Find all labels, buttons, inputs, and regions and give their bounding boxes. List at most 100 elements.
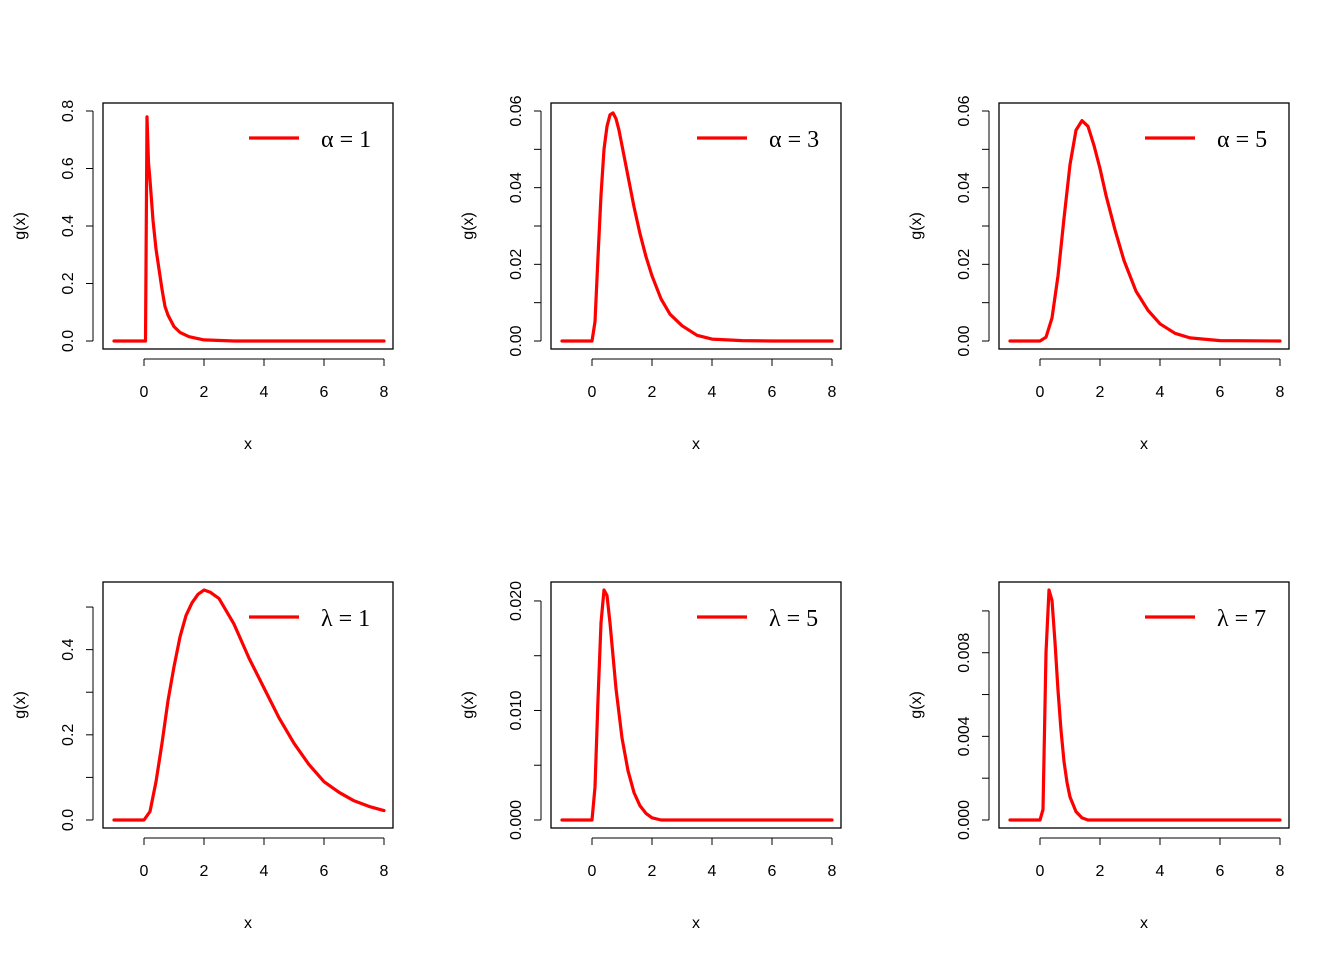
x-tick-label: 6 <box>320 384 329 401</box>
x-tick-label: 2 <box>200 384 209 401</box>
y-tick-label: 0.02 <box>956 249 973 280</box>
x-axis-title: x <box>244 915 252 932</box>
y-tick-label: 0.0 <box>60 809 77 831</box>
x-tick-label: 0 <box>588 384 597 401</box>
y-axis: 0.000 0.010 0.020 <box>508 581 542 840</box>
y-tick-label: 0.008 <box>956 633 973 673</box>
y-axis-title: g(x) <box>460 212 477 240</box>
y-tick-label: 0.0 <box>60 330 77 352</box>
x-axis: 0 2 4 6 8 <box>1036 837 1285 880</box>
y-axis-title: g(x) <box>12 691 29 719</box>
x-tick-label: 6 <box>1216 384 1225 401</box>
series-line <box>112 115 386 343</box>
y-axis: 0.000 0.004 0.008 <box>956 610 990 840</box>
y-tick-label: 0.00 <box>956 325 973 356</box>
x-tick-label: 2 <box>648 384 657 401</box>
plot-frame <box>550 581 842 829</box>
y-tick-label: 0.4 <box>60 215 77 237</box>
y-tick-label: 0.00 <box>508 325 525 356</box>
legend: α = 1 <box>249 127 371 153</box>
x-tick-label: 4 <box>260 863 269 880</box>
series-line <box>560 588 834 822</box>
x-axis: 0 2 4 6 8 <box>1036 358 1285 401</box>
x-tick-label: 8 <box>380 384 389 401</box>
x-axis-title: x <box>692 915 700 932</box>
series-line <box>112 588 386 822</box>
y-axis: 0.00 0.02 0.04 0.06 <box>956 95 990 357</box>
legend: α = 5 <box>1145 127 1267 153</box>
y-tick-label: 0.000 <box>956 800 973 840</box>
y-axis-title: g(x) <box>12 212 29 240</box>
y-tick-label: 0.06 <box>508 95 525 126</box>
plot-frame <box>102 581 394 829</box>
chart-panel-3: 0 2 4 6 8 0.00 0.02 0.04 0.06 x g(x) α = 5 <box>908 95 1290 453</box>
legend-label: α = 3 <box>769 127 819 153</box>
y-tick-label: 0.06 <box>956 95 973 126</box>
x-tick-label: 4 <box>708 863 717 880</box>
legend: λ = 5 <box>697 606 818 632</box>
x-tick-label: 2 <box>1096 863 1105 880</box>
x-tick-label: 2 <box>648 863 657 880</box>
legend: α = 3 <box>697 127 819 153</box>
x-tick-label: 8 <box>1276 863 1285 880</box>
plot-frame <box>998 581 1290 829</box>
x-tick-label: 4 <box>260 384 269 401</box>
y-tick-label: 0.2 <box>60 724 77 746</box>
y-tick-label: 0.000 <box>508 800 525 840</box>
legend-label: λ = 1 <box>321 606 370 632</box>
x-tick-label: 8 <box>828 384 837 401</box>
y-axis-title: g(x) <box>908 691 925 719</box>
y-axis: 0.0 0.2 0.4 <box>60 606 94 831</box>
y-tick-label: 0.020 <box>508 581 525 621</box>
chart-panel-5: 0 2 4 6 8 0.000 0.010 0.020 x g(x) λ = 5 <box>460 581 842 932</box>
legend-label: α = 1 <box>321 127 371 153</box>
x-tick-label: 8 <box>828 863 837 880</box>
legend-label: λ = 7 <box>1217 606 1266 632</box>
x-axis: 0 2 4 6 8 <box>588 358 837 401</box>
x-tick-label: 6 <box>768 384 777 401</box>
y-tick-label: 0.8 <box>60 100 77 122</box>
x-tick-label: 0 <box>140 384 149 401</box>
y-tick-label: 0.6 <box>60 157 77 179</box>
x-tick-label: 0 <box>140 863 149 880</box>
plot-frame <box>102 102 394 350</box>
y-axis: 0.00 0.02 0.04 0.06 <box>508 95 542 357</box>
y-tick-label: 0.010 <box>508 690 525 730</box>
legend-label: λ = 5 <box>769 606 818 632</box>
x-tick-label: 4 <box>1156 863 1165 880</box>
y-axis-title: g(x) <box>460 691 477 719</box>
chart-panel-2: 0 2 4 6 8 0.00 0.02 0.04 0.06 x g(x) α = 3 <box>460 95 842 453</box>
x-tick-label: 0 <box>1036 863 1045 880</box>
y-tick-label: 0.2 <box>60 272 77 294</box>
x-tick-label: 2 <box>1096 384 1105 401</box>
y-tick-label: 0.4 <box>60 638 77 660</box>
plot-frame <box>550 102 842 350</box>
x-axis-title: x <box>244 436 252 453</box>
x-tick-label: 6 <box>768 863 777 880</box>
series-line <box>1008 118 1282 343</box>
y-axis-title: g(x) <box>908 212 925 240</box>
chart-panel-1: 0 2 4 6 8 0.0 0.2 0.4 0.6 0.8 x g(x) α = 1 <box>12 100 394 453</box>
series-line <box>560 111 834 343</box>
plot-frame <box>998 102 1290 350</box>
x-tick-label: 6 <box>320 863 329 880</box>
chart-panel-4: 0 2 4 6 8 0.0 0.2 0.4 x g(x) λ = 1 <box>12 581 394 932</box>
x-axis-title: x <box>1140 915 1148 932</box>
x-tick-label: 8 <box>380 863 389 880</box>
x-axis: 0 2 4 6 8 <box>140 358 389 401</box>
legend: λ = 1 <box>249 606 370 632</box>
legend: λ = 7 <box>1145 606 1266 632</box>
x-tick-label: 0 <box>588 863 597 880</box>
chart-panel-6: 0 2 4 6 8 0.000 0.004 0.008 x g(x) λ = 7 <box>908 581 1290 932</box>
y-tick-label: 0.004 <box>956 716 973 756</box>
x-axis-title: x <box>1140 436 1148 453</box>
x-axis: 0 2 4 6 8 <box>588 837 837 880</box>
x-axis: 0 2 4 6 8 <box>140 837 389 880</box>
y-tick-label: 0.04 <box>508 172 525 203</box>
legend-label: α = 5 <box>1217 127 1267 153</box>
y-tick-label: 0.02 <box>508 249 525 280</box>
series-line <box>1008 588 1282 822</box>
y-tick-label: 0.04 <box>956 172 973 203</box>
x-tick-label: 4 <box>1156 384 1165 401</box>
